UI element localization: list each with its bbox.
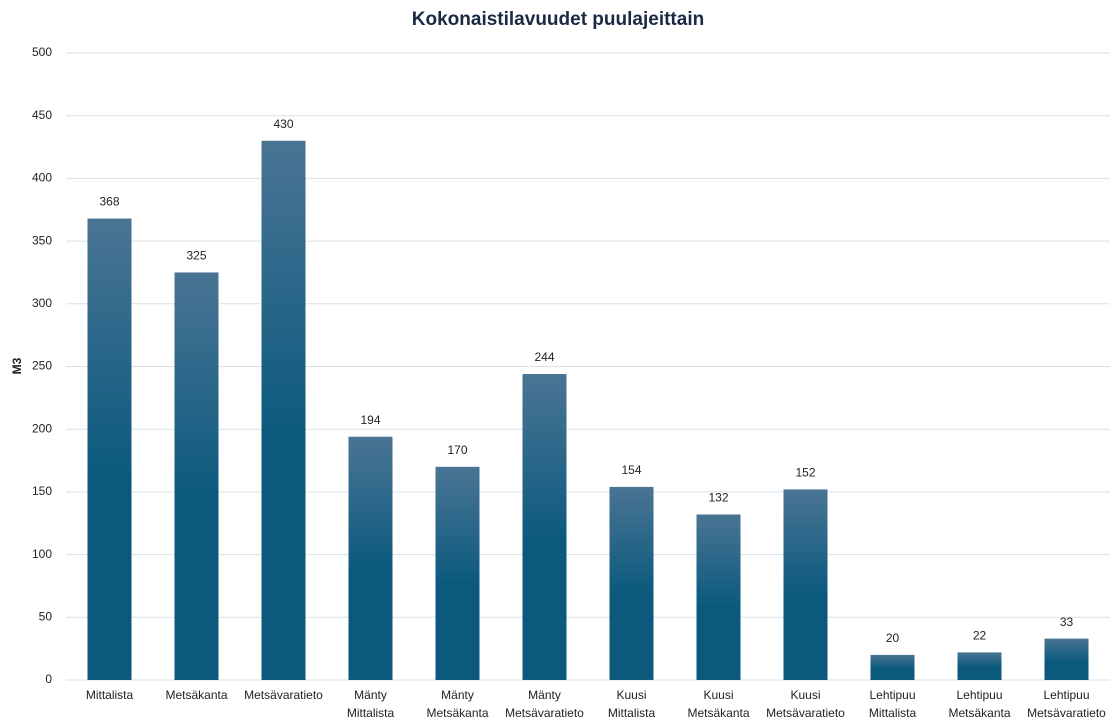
data-label: 325: [186, 249, 206, 263]
y-tick-label: 350: [32, 233, 52, 247]
bar: [435, 466, 480, 680]
x-tick-label: Mänty Metsävaratieto: [505, 688, 584, 720]
data-label: 194: [360, 413, 380, 427]
x-tick-label: Mittalista: [86, 688, 134, 702]
x-tick-label: Mänty Mittalista: [347, 688, 395, 720]
x-tick-label: Lehtipuu Metsäkanta: [948, 688, 1010, 720]
data-label: 20: [886, 631, 900, 645]
x-tick-label: Lehtipuu Mittalista: [869, 688, 917, 720]
bar: [261, 140, 306, 680]
data-label: 154: [621, 463, 641, 477]
x-tick-label: Kuusi Metsävaratieto: [766, 688, 845, 720]
bar: [1044, 638, 1089, 680]
bar: [522, 374, 567, 680]
bar: [87, 218, 132, 680]
y-tick-label: 200: [32, 421, 52, 435]
bar: [609, 486, 654, 680]
bar: [870, 654, 915, 680]
y-tick-label: 300: [32, 296, 52, 310]
data-label: 132: [708, 491, 728, 505]
x-tick-label: Kuusi Mittalista: [608, 688, 656, 720]
y-tick-label: 400: [32, 171, 52, 185]
x-tick-label: Metsävaratieto: [244, 688, 323, 702]
y-tick-label: 0: [45, 672, 52, 686]
y-tick-label: 100: [32, 547, 52, 561]
data-label: 152: [795, 466, 815, 480]
bar: [348, 436, 393, 680]
data-label: 22: [973, 629, 987, 643]
data-label: 430: [273, 117, 293, 131]
bar: [783, 489, 828, 680]
x-tick-label: Mänty Metsäkanta: [426, 688, 488, 720]
data-label: 170: [447, 443, 467, 457]
data-label: 33: [1060, 615, 1074, 629]
x-tick-label: Metsäkanta: [165, 688, 227, 702]
bar: [174, 272, 219, 680]
bar: [957, 652, 1002, 680]
y-tick-label: 250: [32, 359, 52, 373]
x-tick-label: Lehtipuu Metsävaratieto: [1027, 688, 1106, 720]
data-label: 368: [99, 195, 119, 209]
y-tick-label: 150: [32, 484, 52, 498]
y-axis-label: M3: [10, 357, 24, 374]
data-label: 244: [534, 350, 554, 364]
y-tick-label: 50: [39, 609, 53, 623]
x-tick-label: Kuusi Metsäkanta: [687, 688, 749, 720]
chart-title: Kokonaistilavuudet puulajeittain: [412, 9, 704, 30]
y-tick-label: 500: [32, 45, 52, 59]
y-tick-label: 450: [32, 108, 52, 122]
bar: [696, 514, 741, 680]
